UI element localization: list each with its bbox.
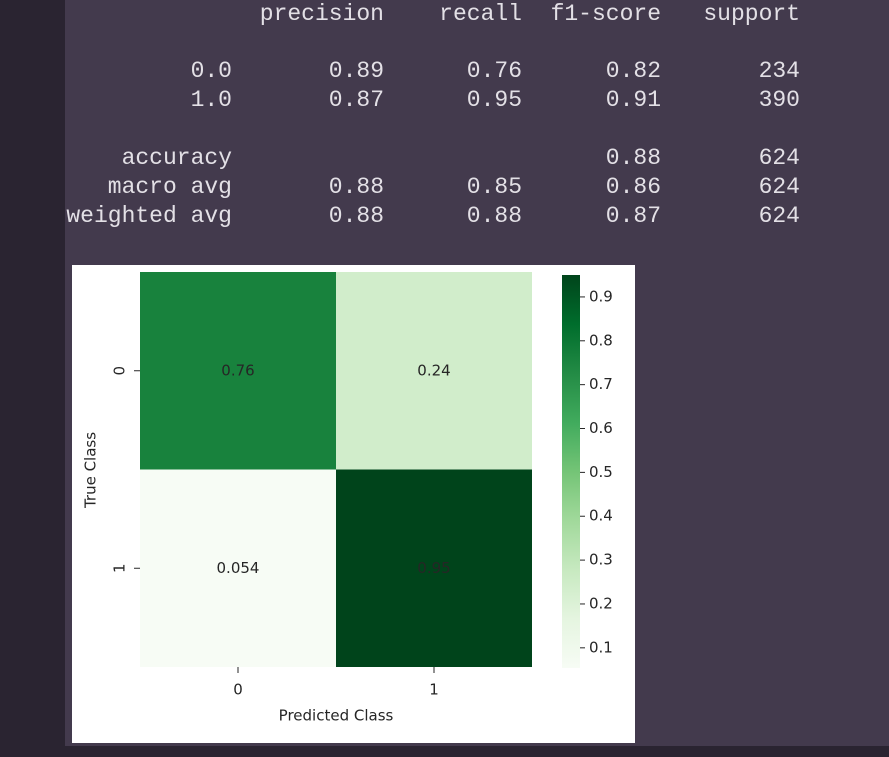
report-row-label: 0.0 <box>191 58 232 84</box>
heatmap-cell <box>336 469 532 667</box>
report-row-label: weighted avg <box>66 203 232 229</box>
report-cell: 0.88 <box>606 145 661 171</box>
report-cell: 0.88 <box>329 174 384 200</box>
report-cell: 0.85 <box>467 174 522 200</box>
report-row-label: accuracy <box>122 145 233 171</box>
colorbar-tick-label: 0.3 <box>589 551 613 569</box>
colorbar <box>562 275 580 668</box>
report-cell: 0.95 <box>467 87 522 113</box>
report-cell: 0.88 <box>467 203 522 229</box>
colorbar-tick-label: 0.7 <box>589 375 613 393</box>
report-cell: 0.76 <box>467 58 522 84</box>
report-cell: 390 <box>759 87 800 113</box>
report-row-label: 1.0 <box>191 87 232 113</box>
colorbar-tick-label: 0.2 <box>589 594 613 612</box>
y-axis-label: True Class <box>82 432 100 509</box>
report-header: recall <box>439 1 522 27</box>
colorbar-tick-label: 0.1 <box>589 638 613 656</box>
report-header: support <box>703 1 800 27</box>
report-cell: 0.87 <box>606 203 661 229</box>
report-header: f1-score <box>551 1 661 27</box>
report-cell: 0.89 <box>329 58 384 84</box>
report-header: precision <box>260 1 384 27</box>
colorbar-tick-label: 0.9 <box>589 287 613 305</box>
x-tick-label: 1 <box>429 681 439 699</box>
x-axis-label: Predicted Class <box>279 707 394 725</box>
report-cell: 0.87 <box>329 87 384 113</box>
colorbar-tick-label: 0.8 <box>589 331 613 349</box>
cell-annotation: 0.76 <box>221 361 254 379</box>
cell-annotation: 0.054 <box>217 559 260 577</box>
report-cell: 624 <box>759 174 800 200</box>
x-tick-label: 0 <box>233 681 243 699</box>
heatmap-cell <box>336 272 532 470</box>
gutter <box>0 0 65 757</box>
y-tick-label: 1 <box>111 563 129 573</box>
report-row-label: macro avg <box>108 174 232 200</box>
cell-annotation: 0.95 <box>417 559 450 577</box>
heatmap-cell <box>140 272 336 470</box>
report-cell: 624 <box>759 203 800 229</box>
cell-annotation: 0.24 <box>417 361 450 379</box>
report-cell: 0.88 <box>329 203 384 229</box>
colorbar-tick-label: 0.5 <box>589 463 613 481</box>
y-tick-label: 0 <box>111 366 129 376</box>
colorbar-tick-label: 0.6 <box>589 419 613 437</box>
heatmap-cell <box>140 469 336 667</box>
report-cell: 0.86 <box>606 174 661 200</box>
report-cell: 624 <box>759 145 800 171</box>
colorbar-tick-label: 0.4 <box>589 507 613 525</box>
report-cell: 0.82 <box>606 58 661 84</box>
report-cell: 234 <box>759 58 800 84</box>
report-cell: 0.91 <box>606 87 661 113</box>
